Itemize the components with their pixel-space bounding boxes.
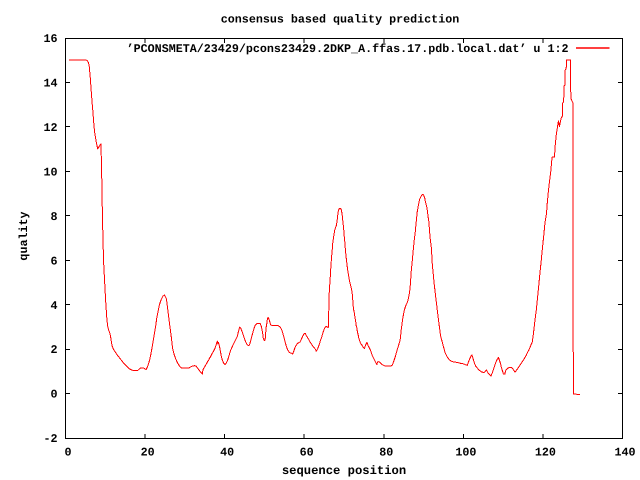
svg-text:4: 4 [50,299,57,313]
svg-text:14: 14 [43,77,57,91]
svg-text:-2: -2 [43,432,57,446]
svg-text:16: 16 [43,32,57,46]
svg-text:consensus based quality predic: consensus based quality prediction [221,13,459,27]
svg-text:quality: quality [17,211,31,260]
svg-text:40: 40 [220,446,234,460]
svg-text:100: 100 [455,446,476,460]
svg-text:sequence position: sequence position [282,464,406,478]
svg-text:140: 140 [614,446,635,460]
svg-text:80: 80 [379,446,393,460]
svg-text:120: 120 [535,446,556,460]
svg-text:8: 8 [50,210,57,224]
svg-text:12: 12 [43,121,57,135]
svg-text:’PCONSMETA/23429/pcons23429.2D: ’PCONSMETA/23429/pcons23429.2DKP_A.ffas.… [127,42,569,56]
svg-text:60: 60 [300,446,314,460]
svg-text:0: 0 [50,388,57,402]
svg-text:6: 6 [50,254,57,268]
svg-text:10: 10 [43,165,57,179]
svg-text:2: 2 [50,343,57,357]
svg-text:0: 0 [64,446,71,460]
svg-text:20: 20 [141,446,155,460]
